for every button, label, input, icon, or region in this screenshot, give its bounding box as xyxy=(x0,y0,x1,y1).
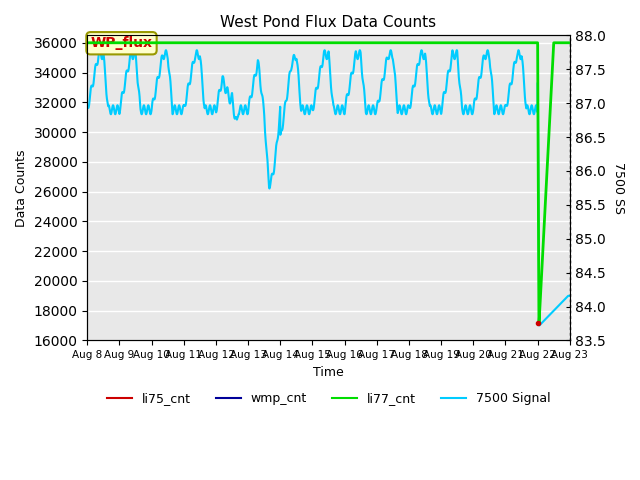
Y-axis label: 7500 SS: 7500 SS xyxy=(612,162,625,214)
Y-axis label: Data Counts: Data Counts xyxy=(15,149,28,227)
Title: West Pond Flux Data Counts: West Pond Flux Data Counts xyxy=(221,15,436,30)
Text: WP_flux: WP_flux xyxy=(90,36,152,50)
Legend: li75_cnt, wmp_cnt, li77_cnt, 7500 Signal: li75_cnt, wmp_cnt, li77_cnt, 7500 Signal xyxy=(102,387,556,410)
X-axis label: Time: Time xyxy=(313,366,344,379)
